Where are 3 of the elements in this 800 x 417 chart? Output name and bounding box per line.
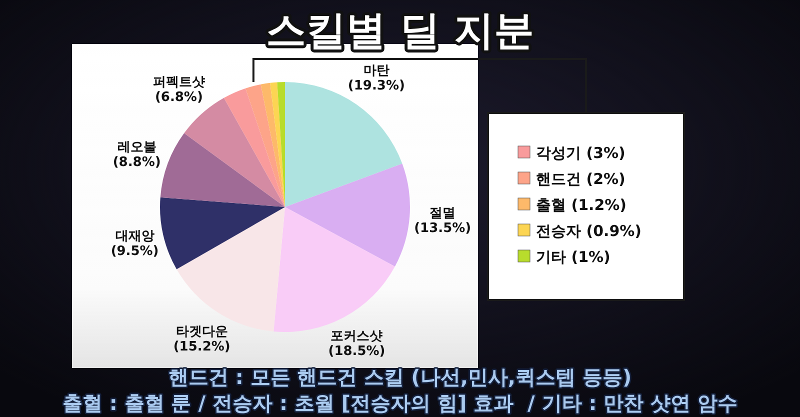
annotation: 핸드건 : 모든 핸드건 스킬 (나선,민사,퀵스텝 등등): [168, 365, 632, 389]
title: 스킬별 딜 지분: [266, 8, 534, 54]
annotation: 출혈 : 출혈 룬 / 전승자 : 초월 [전승자의 힘] 효과 / 기타 : 만찬 샷연 암수: [62, 391, 738, 415]
